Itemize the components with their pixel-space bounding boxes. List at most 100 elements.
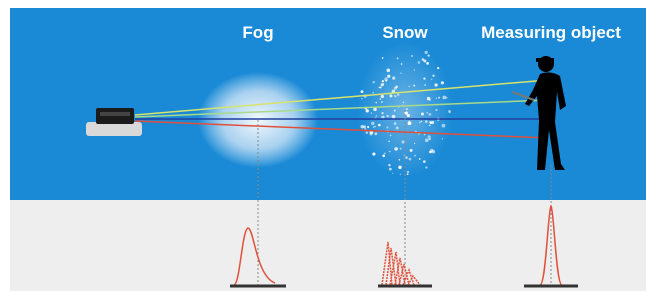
snowflake <box>371 112 373 114</box>
snowflake <box>414 143 415 144</box>
snowflake <box>421 112 424 115</box>
snowflake <box>442 138 443 139</box>
snowflake <box>442 96 446 100</box>
snowflake <box>400 148 402 150</box>
snowflake <box>392 173 393 174</box>
snowflake <box>382 57 384 59</box>
snowflake <box>373 126 374 127</box>
snowflake <box>429 125 431 127</box>
snowflake <box>400 174 401 175</box>
snowflake <box>383 83 384 84</box>
snowflake <box>396 127 399 130</box>
snowflake <box>401 63 403 65</box>
snowflake <box>379 87 380 88</box>
snowflake <box>384 77 387 80</box>
snowflake <box>409 120 410 121</box>
snowflake <box>379 98 381 100</box>
snowflake <box>434 83 437 86</box>
snowflake <box>438 97 440 99</box>
snowflake <box>425 166 427 168</box>
snowflake <box>425 138 429 142</box>
snowflake <box>425 120 427 122</box>
snowflake <box>409 158 412 161</box>
snowflake <box>437 67 439 69</box>
snowflake <box>407 173 409 175</box>
snowflake <box>374 126 375 127</box>
snowflake <box>435 109 437 111</box>
snowflake <box>402 140 405 143</box>
snowflake <box>387 75 390 78</box>
snowflake <box>398 166 401 169</box>
snowflake <box>428 135 431 138</box>
snowflake <box>389 168 392 171</box>
snowflake <box>397 57 399 59</box>
snowflake <box>424 134 425 135</box>
snowflake <box>392 76 395 79</box>
snowflake <box>394 147 398 151</box>
snowflake <box>394 87 397 90</box>
snowflake <box>381 112 383 114</box>
snowflake <box>378 124 381 127</box>
snowflake <box>390 135 392 137</box>
snowflake <box>407 114 410 117</box>
snowflake <box>408 86 410 88</box>
snowflake <box>414 155 416 157</box>
snowflake <box>429 121 431 123</box>
snowflake <box>411 55 413 57</box>
lidar-diagram: Fog Snow Measuring object <box>0 0 656 291</box>
snowflake <box>381 101 383 103</box>
snowflake <box>369 132 372 135</box>
snowflake <box>432 75 434 77</box>
snowflake <box>381 95 384 98</box>
snowflake <box>408 121 412 125</box>
snowflake <box>376 115 377 116</box>
snowflake <box>426 112 428 114</box>
label: Measuring object <box>481 23 621 42</box>
snowflake <box>361 98 362 99</box>
snowflake <box>413 85 415 87</box>
snowflake <box>372 152 375 155</box>
snowflake <box>405 156 408 159</box>
snowflake <box>426 62 429 65</box>
snowflake <box>374 132 377 135</box>
snowflake <box>389 94 392 97</box>
snowflake <box>418 61 421 64</box>
snowflake <box>394 122 397 125</box>
snowflake <box>384 153 385 154</box>
snowflake <box>371 122 375 126</box>
snowflake <box>410 149 413 152</box>
snowflake <box>372 92 374 94</box>
snowflake <box>427 55 429 57</box>
snowflake <box>425 51 428 54</box>
snowflake <box>388 164 390 166</box>
snowflake <box>428 113 431 116</box>
snowflake <box>366 109 369 112</box>
snowflake <box>448 110 451 113</box>
snowflake <box>429 151 432 154</box>
snowflake <box>436 97 437 98</box>
snowflake <box>419 122 421 124</box>
snowflake <box>382 154 385 157</box>
snowflake <box>424 84 426 86</box>
label: Snow <box>382 23 428 42</box>
snowflake <box>397 93 399 95</box>
snowflake <box>389 151 390 152</box>
snowflake <box>386 126 388 128</box>
snowflake <box>441 81 444 84</box>
snowflake <box>382 80 384 82</box>
snowflake <box>423 59 426 62</box>
snowflake <box>414 69 415 70</box>
snowflake <box>394 110 396 112</box>
snowflake <box>423 160 426 163</box>
snowflake <box>421 121 422 122</box>
snowflake <box>392 115 396 119</box>
snowflake <box>446 97 448 99</box>
snowflake <box>399 159 401 161</box>
snowflake <box>406 108 408 110</box>
snowflake <box>366 131 368 133</box>
snowflake <box>360 125 364 129</box>
snowflake <box>386 115 388 117</box>
snowflake <box>367 126 369 128</box>
snowflake <box>388 141 389 142</box>
snowflake <box>361 90 364 93</box>
